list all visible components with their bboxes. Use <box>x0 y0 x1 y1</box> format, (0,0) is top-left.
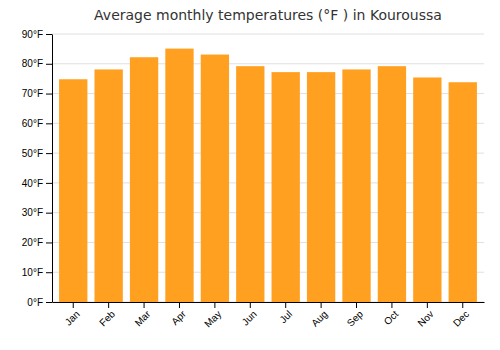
x-tick: Sep <box>345 302 366 329</box>
x-tick-mark <box>108 302 109 308</box>
plot: 0°F 10°F 20°F 30°F 40°F 50°F 60°F 70°F 80°F 90°F J… <box>22 29 485 330</box>
bar <box>378 66 406 302</box>
bar <box>165 49 193 302</box>
bar <box>272 72 300 302</box>
x-tick: Jan <box>63 302 82 328</box>
y-tick: 30°F <box>22 207 52 218</box>
x-axis: Jan Feb Mar Apr May Jun Jul Aug Sep Oct Nov Dec <box>53 302 485 330</box>
y-tick-mark <box>46 213 52 214</box>
title: Average monthly temperatures (°F ) in Ko… <box>94 7 442 23</box>
x-tick: Nov <box>415 302 435 329</box>
x-tick: Feb <box>97 302 117 328</box>
x-axis-line <box>53 302 485 303</box>
y-tick-label: 50°F <box>22 148 43 159</box>
x-tick: May <box>202 302 223 330</box>
x-tick-label: Sep <box>345 308 366 329</box>
grid-line <box>52 34 484 35</box>
x-tick: Apr <box>169 302 188 327</box>
x-tick-label: Apr <box>169 308 188 327</box>
y-tick-mark <box>46 153 52 154</box>
y-axis-line <box>52 35 53 303</box>
x-tick-label: Jan <box>63 308 82 327</box>
y-tick: 10°F <box>22 267 52 278</box>
x-tick-label: Feb <box>97 308 117 328</box>
y-tick-mark <box>46 183 52 184</box>
x-tick-mark <box>250 302 251 308</box>
x-tick-mark <box>214 302 215 308</box>
bar <box>342 69 370 302</box>
y-tick: 90°F <box>22 29 52 40</box>
bar <box>59 79 87 302</box>
y-axis: 0°F 10°F 20°F 30°F 40°F 50°F 60°F 70°F 80°F 90°F <box>22 29 53 308</box>
x-tick-label: Jul <box>277 308 294 325</box>
y-tick-label: 80°F <box>22 58 43 69</box>
bar <box>94 69 122 302</box>
y-tick-label: 20°F <box>22 237 43 248</box>
x-tick-label: May <box>202 308 223 329</box>
y-tick: 60°F <box>22 118 52 129</box>
y-tick-mark <box>46 242 52 243</box>
x-tick-mark <box>179 302 180 308</box>
y-tick-label: 90°F <box>22 29 43 40</box>
y-tick-label: 60°F <box>22 118 43 129</box>
bar <box>449 82 477 302</box>
x-tick-mark <box>391 302 392 308</box>
y-tick-label: 70°F <box>22 88 43 99</box>
x-tick-mark <box>73 302 74 308</box>
grid-line <box>52 63 484 64</box>
x-tick-mark <box>321 302 322 308</box>
y-tick: 50°F <box>22 148 52 159</box>
x-tick: Jul <box>277 302 294 325</box>
y-tick: 40°F <box>22 178 52 189</box>
y-tick: 70°F <box>22 88 52 99</box>
y-tick-mark <box>46 272 52 273</box>
bar <box>130 57 158 302</box>
bar <box>201 55 229 302</box>
x-tick-mark <box>285 302 286 308</box>
grid <box>52 34 484 302</box>
y-tick-mark <box>46 64 52 65</box>
bar <box>236 66 264 302</box>
y-tick-label: 30°F <box>22 207 43 218</box>
x-tick-mark <box>356 302 357 308</box>
y-tick-label: 0°F <box>27 297 43 308</box>
y-tick: 80°F <box>22 58 52 69</box>
y-tick-mark <box>46 302 52 303</box>
y-tick-mark <box>46 123 52 124</box>
x-tick: Oct <box>382 302 401 327</box>
bar <box>413 77 441 302</box>
x-tick-label: Oct <box>382 308 401 327</box>
bar <box>307 72 335 302</box>
y-tick: 0°F <box>27 297 52 308</box>
x-tick: Jun <box>240 302 259 328</box>
x-tick-label: Nov <box>415 308 435 328</box>
x-tick-mark <box>144 302 145 308</box>
bars <box>59 49 477 302</box>
x-tick: Mar <box>133 302 153 328</box>
y-tick-mark <box>46 34 52 35</box>
x-tick-label: Jun <box>240 308 259 327</box>
x-tick-mark <box>462 302 463 308</box>
y-tick: 20°F <box>22 237 52 248</box>
x-tick-label: Mar <box>133 308 153 328</box>
x-tick: Dec <box>451 302 471 329</box>
x-tick-mark <box>427 302 428 308</box>
chart: 0°F 10°F 20°F 30°F 40°F 50°F 60°F 70°F 80°F 90°F J… <box>0 0 500 350</box>
x-tick-label: Aug <box>309 308 329 328</box>
x-tick: Aug <box>309 302 329 329</box>
y-tick-mark <box>46 94 52 95</box>
x-tick-label: Dec <box>451 308 471 328</box>
y-tick-label: 40°F <box>22 178 43 189</box>
y-tick-label: 10°F <box>22 267 43 278</box>
